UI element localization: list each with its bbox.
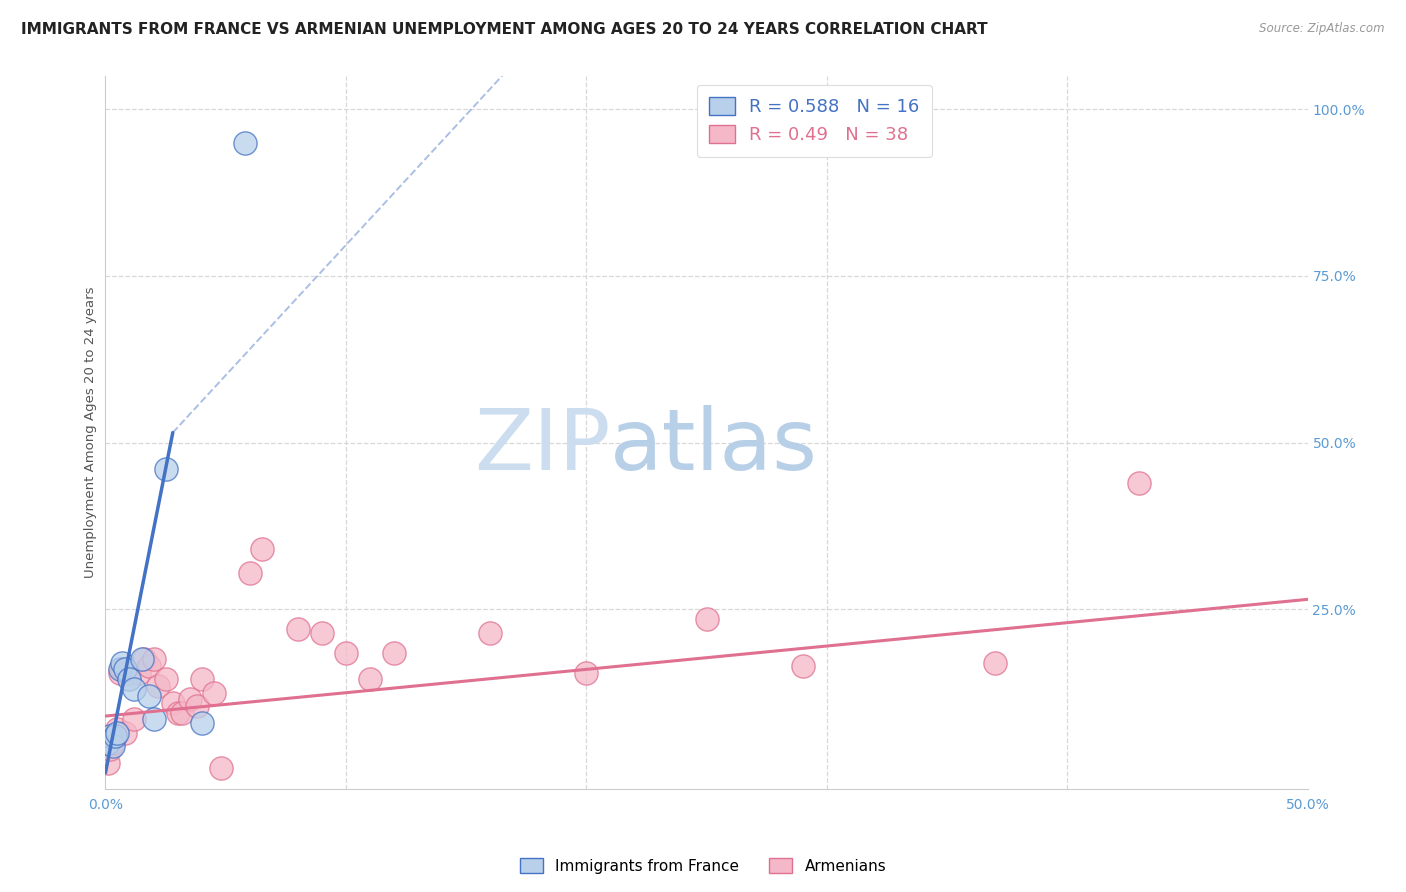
Point bbox=[111, 656, 134, 670]
Point bbox=[250, 542, 273, 557]
Point bbox=[148, 679, 170, 693]
Point bbox=[101, 736, 124, 750]
Point bbox=[575, 665, 598, 680]
Point bbox=[359, 673, 381, 687]
Text: atlas: atlas bbox=[610, 405, 818, 489]
Point bbox=[98, 742, 121, 756]
Point bbox=[233, 136, 256, 150]
Point bbox=[138, 689, 160, 703]
Point bbox=[98, 729, 121, 743]
Point bbox=[696, 612, 718, 626]
Point bbox=[108, 665, 131, 680]
Point bbox=[138, 659, 160, 673]
Point bbox=[155, 673, 177, 687]
Point bbox=[202, 686, 225, 700]
Point bbox=[101, 739, 124, 753]
Text: Source: ZipAtlas.com: Source: ZipAtlas.com bbox=[1260, 22, 1385, 36]
Point bbox=[209, 761, 232, 775]
Point bbox=[479, 625, 502, 640]
Y-axis label: Unemployment Among Ages 20 to 24 years: Unemployment Among Ages 20 to 24 years bbox=[84, 287, 97, 578]
Point bbox=[114, 725, 136, 739]
Point bbox=[107, 725, 129, 739]
Point bbox=[131, 652, 153, 666]
Point bbox=[1128, 475, 1150, 490]
Point bbox=[186, 699, 208, 714]
Point bbox=[118, 665, 141, 680]
Point bbox=[118, 673, 141, 687]
Point bbox=[792, 659, 814, 673]
Point bbox=[111, 662, 134, 676]
Point bbox=[97, 736, 120, 750]
Point bbox=[115, 665, 138, 680]
Point bbox=[114, 662, 136, 676]
Point bbox=[335, 646, 357, 660]
Point bbox=[162, 696, 184, 710]
Point bbox=[382, 646, 405, 660]
Point bbox=[104, 729, 127, 743]
Point bbox=[132, 652, 155, 666]
Point bbox=[124, 682, 146, 697]
Point bbox=[142, 652, 165, 666]
Point bbox=[287, 623, 309, 637]
Point bbox=[124, 712, 146, 726]
Legend: Immigrants from France, Armenians: Immigrants from France, Armenians bbox=[513, 852, 893, 880]
Point bbox=[107, 723, 129, 737]
Point bbox=[155, 462, 177, 476]
Point bbox=[108, 662, 131, 676]
Point bbox=[97, 756, 120, 770]
Point bbox=[104, 729, 127, 743]
Point bbox=[984, 656, 1007, 670]
Legend: R = 0.588   N = 16, R = 0.49   N = 38: R = 0.588 N = 16, R = 0.49 N = 38 bbox=[696, 85, 932, 157]
Point bbox=[311, 625, 333, 640]
Text: ZIP: ZIP bbox=[474, 405, 610, 489]
Point bbox=[142, 712, 165, 726]
Text: IMMIGRANTS FROM FRANCE VS ARMENIAN UNEMPLOYMENT AMONG AGES 20 TO 24 YEARS CORREL: IMMIGRANTS FROM FRANCE VS ARMENIAN UNEMP… bbox=[21, 22, 987, 37]
Point bbox=[190, 715, 212, 730]
Point bbox=[166, 706, 188, 720]
Point bbox=[190, 673, 212, 687]
Point bbox=[179, 692, 201, 706]
Point bbox=[239, 566, 262, 580]
Point bbox=[172, 706, 194, 720]
Point bbox=[128, 665, 150, 680]
